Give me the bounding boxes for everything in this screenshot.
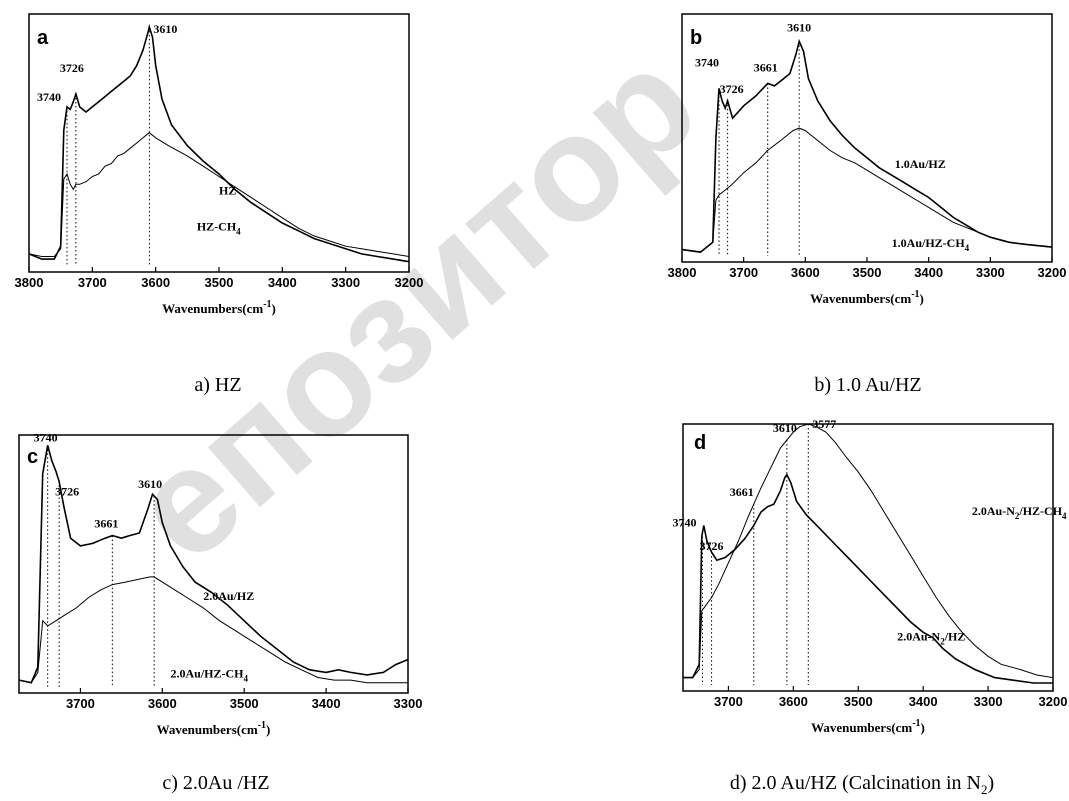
x-tick-label: 3600 (148, 696, 177, 711)
x-tick-label: 3600 (791, 265, 820, 280)
x-tick-label: 3300 (394, 696, 423, 711)
peak-label-3610: 3610 (787, 20, 811, 34)
x-tick-label: 3400 (909, 694, 938, 709)
panel-caption: d) 2.0 Au/HZ (Calcination in N2) (730, 772, 994, 797)
peak-label-3577: 3577 (812, 417, 836, 431)
peak-label-3661: 3661 (94, 517, 118, 531)
x-tick-label: 3500 (205, 275, 234, 290)
plot-frame (681, 13, 1053, 263)
peak-label-3661: 3661 (730, 485, 754, 499)
peak-label-3661: 3661 (754, 60, 778, 74)
x-tick-label: 3400 (268, 275, 297, 290)
chart-panel-d: 3700 3600 3500 3400 3300 3200 2.0Au-N2/HZ 2.0Au… (672, 417, 1067, 797)
x-tick-label: 3400 (312, 696, 341, 711)
series-label-1: 1.0Au/HZ-CH4 (892, 236, 970, 253)
panel-letter: d (694, 432, 706, 454)
x-axis-label: Wavenumbers(cm-1) (810, 289, 924, 306)
panel-letter: c (27, 446, 38, 468)
peak-label-3610: 3610 (773, 421, 797, 435)
x-tick-label: 3300 (974, 694, 1003, 709)
peak-label-3726: 3726 (700, 539, 724, 553)
x-tick-label: 3600 (141, 275, 170, 290)
x-tick-label: 3800 (15, 275, 44, 290)
x-tick-label: 3700 (714, 694, 743, 709)
peak-label-3740: 3740 (37, 90, 61, 104)
x-tick-label: 3200 (395, 275, 424, 290)
chart-panel-c: 3700 3600 3500 3400 3300 2.0Au/HZ 2.0Au/HZ-CH4… (18, 430, 423, 794)
panel-caption: c) 2.0Au /HZ (162, 772, 269, 794)
peak-label-3740: 3740 (672, 516, 696, 530)
series-label-1: 2.0Au/HZ-CH4 (171, 667, 249, 684)
chart-panel-b: 3800 3700 3600 3500 3400 3300 3200 1.0Au/HZ 1.0A… (668, 13, 1067, 396)
x-tick-label: 3300 (976, 265, 1005, 280)
x-tick-label: 3300 (331, 275, 360, 290)
series-line-0 (681, 38, 1053, 253)
peak-label-3726: 3726 (55, 484, 79, 498)
peak-label-3740: 3740 (695, 55, 719, 69)
series-label-1: HZ-CH4 (197, 220, 241, 237)
x-tick-label: 3200 (1038, 265, 1067, 280)
series-line-1 (683, 423, 1054, 679)
chart-panel-a: 3800 3700 3600 3500 3400 3300 3200 HZ HZ-CH4 3740… (15, 13, 424, 396)
peak-label-3726: 3726 (720, 82, 744, 96)
series-label-0: 2.0Au/HZ (203, 589, 254, 603)
series-label-0: HZ (219, 184, 236, 198)
x-axis-label: Wavenumbers(cm-1) (157, 720, 271, 737)
x-tick-label: 3600 (779, 694, 808, 709)
panel-letter: a (37, 27, 49, 49)
series-label-0: 1.0Au/HZ (895, 157, 946, 171)
x-axis-label: Wavenumbers(cm-1) (162, 299, 276, 316)
series-line-1 (28, 132, 410, 257)
series-line-1 (18, 576, 408, 684)
x-tick-label: 3500 (844, 694, 873, 709)
series-line-0 (18, 445, 409, 684)
series-label-1: 2.0Au-N2/HZ-CH4 (972, 504, 1067, 521)
x-tick-label: 3700 (78, 275, 107, 290)
x-tick-label: 3500 (230, 696, 259, 711)
peak-label-3740: 3740 (34, 430, 58, 444)
x-tick-label: 3700 (729, 265, 758, 280)
series-label-0: 2.0Au-N2/HZ (897, 629, 965, 646)
peak-label-3726: 3726 (60, 61, 84, 75)
series-line-1 (681, 127, 1053, 253)
series-line-0 (28, 23, 410, 263)
plot-frame (18, 434, 409, 694)
x-axis-label: Wavenumbers(cm-1) (811, 718, 925, 735)
panel-caption: a) HZ (194, 374, 241, 396)
x-tick-label: 3800 (668, 265, 697, 280)
panel-caption: b) 1.0 Au/HZ (814, 374, 921, 396)
peak-label-3610: 3610 (138, 477, 162, 491)
x-tick-label: 3400 (914, 265, 943, 280)
peak-label-3610: 3610 (153, 22, 177, 36)
x-tick-label: 3700 (66, 696, 95, 711)
plot-frame (682, 423, 1054, 692)
panel-letter: b (690, 27, 702, 49)
x-tick-label: 3500 (853, 265, 882, 280)
x-tick-label: 3200 (1039, 694, 1068, 709)
series-line-0 (683, 473, 1053, 684)
